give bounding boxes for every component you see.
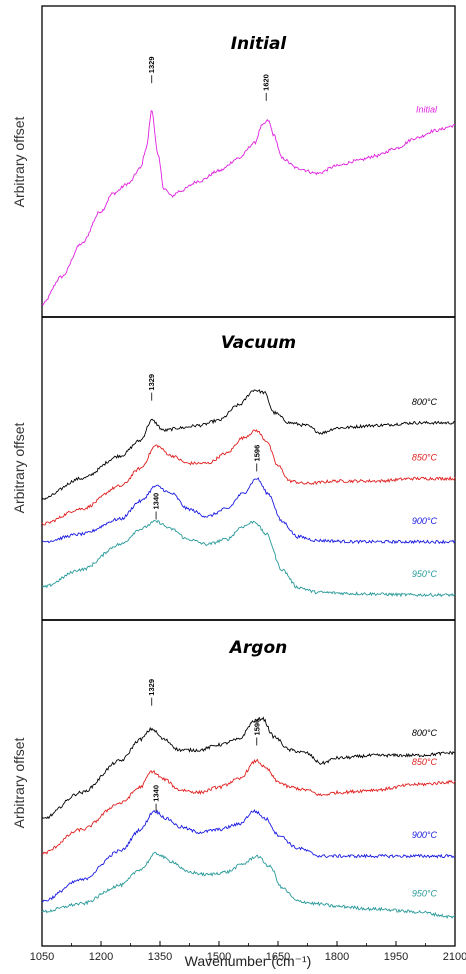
chart-panels: Initial Arbitrary offset Initial 1329 1620 Va… [11, 34, 456, 919]
x-tick-label: 1800 [325, 951, 349, 963]
series-line [41, 429, 456, 526]
y-axis-label: Arbitrary offset [11, 423, 27, 514]
panel-title: Initial [231, 34, 288, 54]
panel-title: Vacuum [221, 333, 296, 353]
series-line [41, 716, 456, 820]
series-label: 800°C [412, 397, 438, 407]
series-label: 950°C [412, 888, 438, 898]
peak-label: 1329 [147, 374, 156, 391]
x-tick-label: 1500 [207, 951, 231, 963]
panel-title: Argon [228, 638, 288, 658]
peak-label: 1329 [147, 679, 156, 696]
peak-label: 1596 [252, 719, 261, 736]
y-axis-label: Arbitrary offset [11, 117, 27, 208]
series-line [41, 809, 455, 903]
series-line [41, 109, 456, 306]
peak-label: 1329 [147, 57, 156, 74]
panel-vacuum: Vacuum Arbitrary offset 800°C 850°C 900°C 950… [11, 333, 456, 598]
x-tick-label: 1350 [148, 951, 172, 963]
peak-label: 1620 [262, 74, 271, 91]
series-line [41, 851, 456, 919]
series-label: 900°C [412, 830, 438, 840]
peak-label: 1340 [152, 493, 161, 510]
x-tick-label: 1050 [30, 951, 54, 963]
series-label: 950°C [412, 569, 438, 579]
series-label: Initial [416, 105, 438, 115]
panel-initial: Initial Arbitrary offset Initial 1329 1620 [11, 34, 456, 306]
series-label: 850°C [412, 757, 438, 767]
series-label: 900°C [412, 516, 438, 526]
series-line [41, 519, 456, 598]
x-axis-label: Wavenumber (cm⁻¹) [185, 953, 312, 969]
series-line [41, 758, 456, 855]
y-axis-label: Arbitrary offset [11, 738, 27, 829]
series-label: 800°C [412, 728, 438, 738]
x-tick-label: 1950 [384, 951, 408, 963]
x-tick-label: 1650 [266, 951, 290, 963]
series-line [41, 389, 456, 501]
series-line [41, 477, 456, 545]
x-tick-label: 2100 [443, 951, 466, 963]
panel-argon: Argon Arbitrary offset 800°C 850°C 900°C 950°… [11, 638, 456, 919]
peak-label: 1340 [152, 785, 161, 802]
x-axis: 1050 1200 1350 1500 1650 1800 1950 2100 [30, 941, 466, 963]
peak-label: 1596 [252, 445, 261, 462]
series-label: 850°C [412, 453, 438, 463]
x-tick-label: 1200 [89, 951, 113, 963]
